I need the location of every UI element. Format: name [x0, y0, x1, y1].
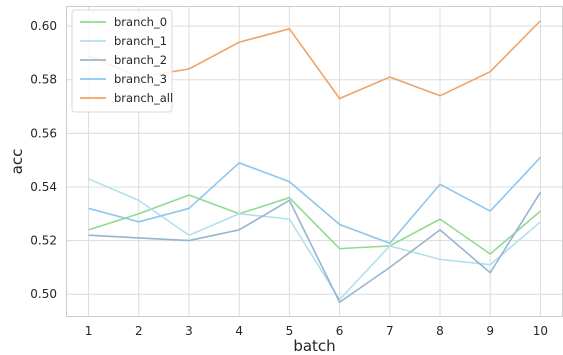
series-line-branch_3 [88, 156, 541, 245]
y-tick-label: 0.52 [30, 234, 57, 248]
y-ticks: 0.50 0.52 0.54 0.56 0.58 0.60 [30, 19, 57, 301]
legend-box [71, 9, 173, 113]
legend-label: branch_all [114, 91, 173, 105]
x-ticks: 1 2 3 4 5 6 7 8 9 10 [85, 324, 548, 338]
x-tick-label: 10 [533, 324, 548, 338]
x-tick-label: 2 [135, 324, 143, 338]
legend-label: branch_0 [114, 15, 167, 29]
legend-label: branch_1 [114, 34, 167, 48]
x-tick-label: 7 [386, 324, 394, 338]
y-tick-label: 0.50 [30, 287, 57, 301]
legend: branch_0 branch_1 branch_2 branch_3 branch_a… [71, 9, 173, 113]
x-tick-label: 8 [436, 324, 444, 338]
series-line-branch_1 [88, 178, 541, 301]
legend-label: branch_2 [114, 53, 167, 67]
x-tick-label: 3 [185, 324, 193, 338]
x-tick-label: 5 [286, 324, 294, 338]
x-axis-label: batch [293, 337, 335, 355]
x-tick-label: 4 [235, 324, 243, 338]
x-tick-label: 9 [486, 324, 494, 338]
y-tick-label: 0.56 [30, 126, 57, 140]
y-tick-label: 0.54 [30, 180, 57, 194]
y-tick-label: 0.58 [30, 73, 57, 87]
x-tick-label: 1 [85, 324, 93, 338]
y-tick-label: 0.60 [30, 19, 57, 33]
series-line-branch_2 [88, 191, 542, 304]
legend-label: branch_3 [114, 72, 167, 86]
series-line-branch_0 [88, 194, 541, 255]
x-tick-label: 6 [336, 324, 344, 338]
y-axis-label: acc [8, 149, 26, 175]
